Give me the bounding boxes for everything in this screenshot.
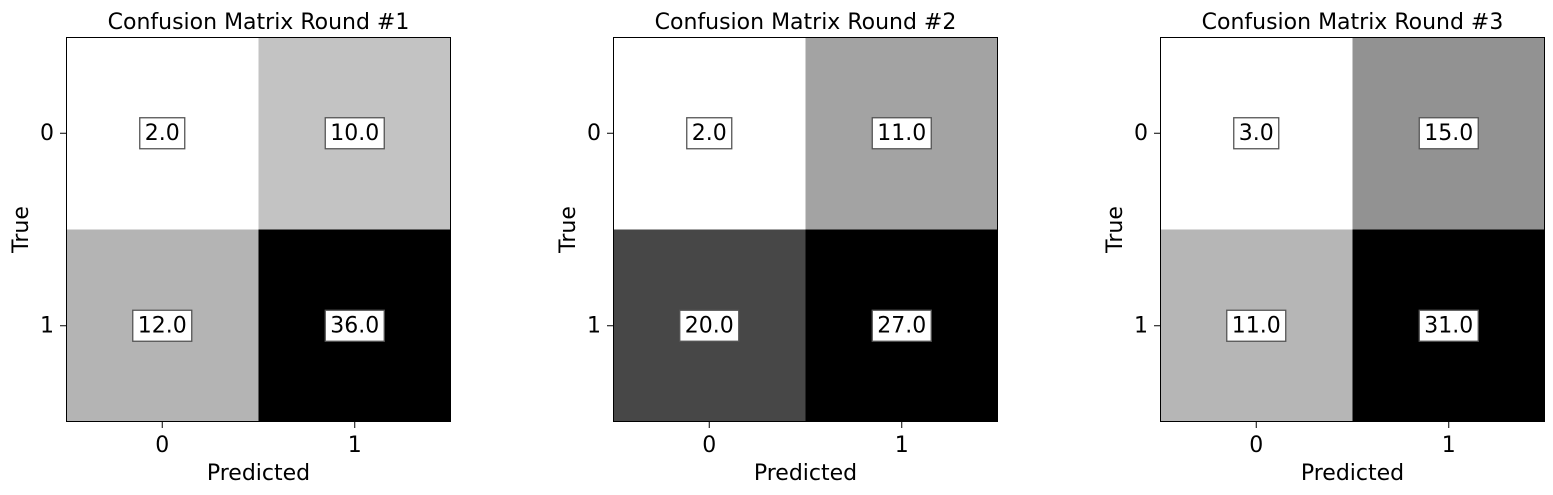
cell-value-text: 11.0 (877, 121, 926, 146)
cell-value-label: 27.0 (871, 309, 932, 342)
cell-value-text: 31.0 (1424, 313, 1473, 338)
cell-value-text: 20.0 (685, 313, 734, 338)
y-tick-label: 1 (40, 313, 54, 338)
plot-frame (613, 37, 998, 422)
x-tick-label: 0 (155, 433, 169, 458)
cell-value-text: 11.0 (1232, 313, 1281, 338)
y-tick-label: 0 (1134, 121, 1148, 146)
cell-value-label: 2.0 (139, 117, 186, 150)
cell-value-text: 3.0 (1239, 121, 1274, 146)
cell-value-label: 11.0 (871, 117, 932, 150)
cell-value-label: 12.0 (132, 309, 193, 342)
cell-value-text: 12.0 (138, 313, 187, 338)
x-tick-label: 0 (1249, 433, 1263, 458)
cell-value-text: 36.0 (330, 313, 379, 338)
cell-value-label: 11.0 (1226, 309, 1287, 342)
x-axis-label: Predicted (754, 461, 857, 486)
y-tick-label: 1 (587, 313, 601, 338)
chart-title: Confusion Matrix Round #3 (1202, 10, 1504, 35)
x-tick-label: 1 (1442, 433, 1456, 458)
cell-value-label: 2.0 (686, 117, 733, 150)
y-tick-label: 0 (40, 121, 54, 146)
cell-value-text: 2.0 (145, 121, 180, 146)
plot-frame (1160, 37, 1545, 422)
y-axis-label: True (556, 206, 581, 254)
y-tick-label: 0 (587, 121, 601, 146)
chart-title: Confusion Matrix Round #2 (655, 10, 957, 35)
y-tick-label: 1 (1134, 313, 1148, 338)
cell-value-text: 27.0 (877, 313, 926, 338)
cell-value-text: 10.0 (330, 121, 379, 146)
cell-value-text: 2.0 (692, 121, 727, 146)
x-tick-label: 1 (895, 433, 909, 458)
confusion-matrix-panel-2: 2.0 11.0 20.0 27.0 Confusion Matrix Round #2… (556, 10, 998, 486)
x-tick-label: 1 (348, 433, 362, 458)
cell-value-label: 15.0 (1418, 117, 1479, 150)
plot-frame (66, 37, 451, 422)
x-axis-label: Predicted (207, 461, 310, 486)
cell-value-label: 36.0 (324, 309, 385, 342)
confusion-matrix-panel-3: 3.0 15.0 11.0 31.0 Confusion Matrix Round #3… (1103, 10, 1545, 486)
y-axis-label: True (9, 206, 34, 254)
cell-value-label: 31.0 (1418, 309, 1479, 342)
cell-value-label: 20.0 (679, 309, 740, 342)
cell-value-label: 3.0 (1233, 117, 1280, 150)
chart-title: Confusion Matrix Round #1 (108, 10, 410, 35)
y-axis-label: True (1103, 206, 1128, 254)
cell-value-label: 10.0 (324, 117, 385, 150)
x-axis-label: Predicted (1301, 461, 1404, 486)
confusion-matrix-panel-1: 2.0 10.0 12.0 36.0 Confusion Matrix Round #1… (9, 10, 451, 486)
cell-value-text: 15.0 (1424, 121, 1473, 146)
x-tick-label: 0 (702, 433, 716, 458)
